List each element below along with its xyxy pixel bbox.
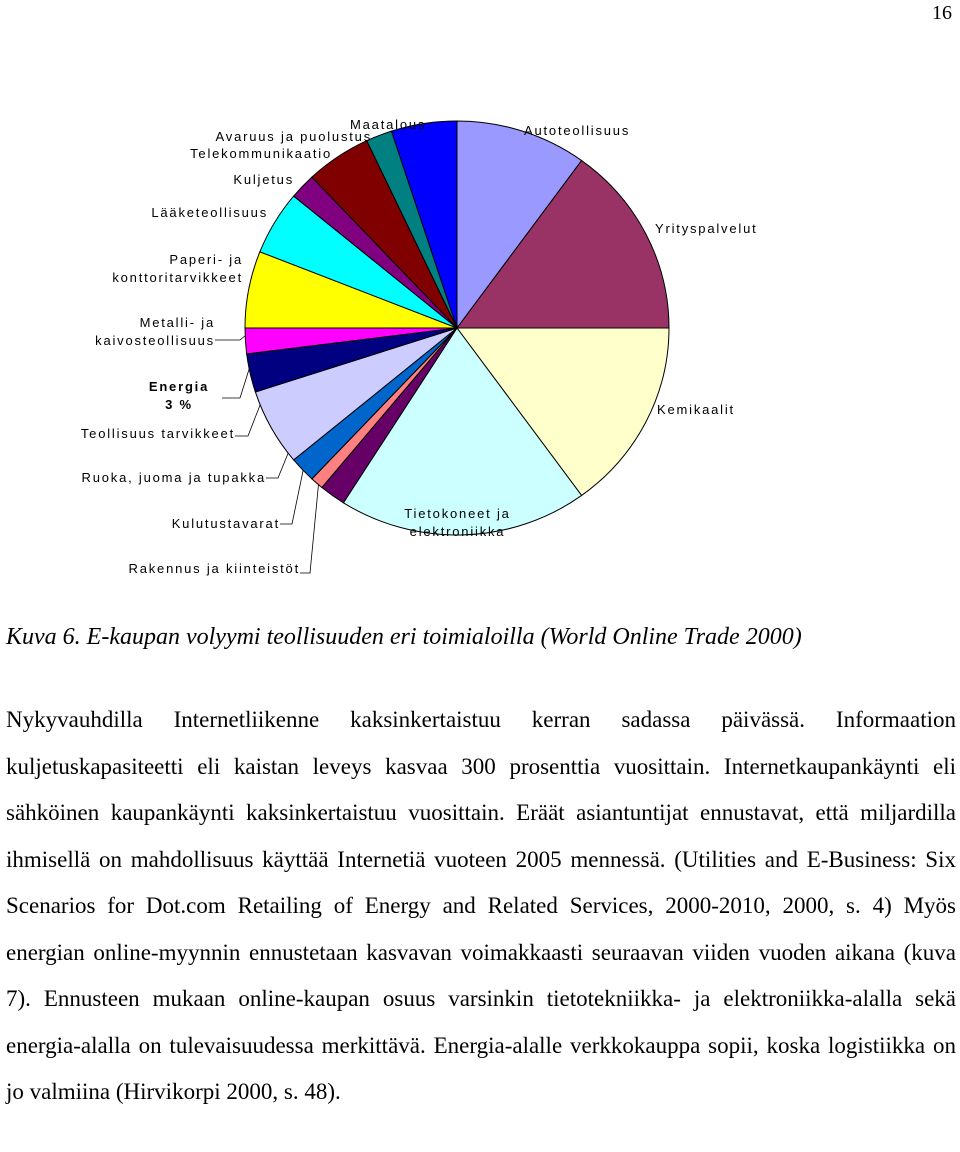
slice-name: Avaruus ja puolustus [215, 129, 372, 144]
slice-name: Kulutustavarat [171, 516, 280, 531]
slice-label: Teollisuus tarvikkeet [40, 425, 235, 443]
slice-name: Paperi- ja konttoritarvikkeet [112, 252, 243, 285]
body-paragraph: Nykyvauhdilla Internetliikenne kaksinker… [6, 707, 956, 1104]
slice-label: Telekommunikaatio [150, 145, 332, 163]
slice-label: Avaruus ja puolustus [170, 128, 372, 146]
pie-chart [215, 120, 670, 574]
figure-caption: Kuva 6. E-kaupan volyymi teollisuuden er… [6, 624, 802, 650]
slice-label: Paperi- ja konttoritarvikkeet [70, 251, 243, 287]
slice-value-label: 3 % [165, 397, 193, 412]
leader-line [222, 359, 253, 399]
slice-label: Yrityspalvelut [655, 220, 785, 238]
slice-label: Kulutustavarat [120, 515, 280, 533]
pie-slice [456, 327, 670, 497]
leader-line [300, 447, 323, 574]
slice-name: Metalli- ja kaivosteollisuus [95, 315, 215, 348]
slice-name: Maatalous [350, 117, 427, 132]
slice-name: Energia [148, 379, 210, 394]
slice-label: Rakennus ja kiinteistöt [100, 560, 300, 578]
slice-name: Rakennus ja kiinteistöt [128, 561, 300, 576]
leader-line [235, 399, 263, 437]
slice-label: Tietokoneet ja elektroniikka [385, 505, 530, 541]
pie-slice [342, 327, 583, 536]
leader-line [215, 334, 247, 341]
pie-slice [456, 120, 583, 330]
slice-label: Autoteollisuus [524, 122, 664, 140]
slice-name: Tietokoneet ja elektroniikka [404, 506, 511, 539]
slice-name: Kuljetus [233, 172, 294, 187]
slice-name: Ruoka, juoma ja tupakka [81, 470, 266, 485]
slice-name: Lääketeollisuus [151, 205, 268, 220]
slice-name: Yrityspalvelut [655, 221, 758, 236]
page-number: 16 [932, 2, 952, 24]
slice-label: Metalli- ja kaivosteollisuus [70, 314, 215, 350]
slice-label: Lääketeollisuus [100, 204, 268, 222]
slice-label: Maatalous [350, 116, 450, 134]
slice-label: Ruoka, juoma ja tupakka [40, 469, 266, 487]
slice-name: Kemikaalit [657, 402, 735, 417]
pie-slice [456, 159, 670, 329]
slice-name: Telekommunikaatio [190, 146, 332, 161]
slice-name: Autoteollisuus [524, 123, 631, 138]
slice-label: Kuljetus [180, 171, 294, 189]
pie-slice [390, 120, 458, 329]
slice-name: Teollisuus tarvikkeet [80, 426, 235, 441]
slice-label: Kemikaalit [657, 401, 757, 419]
slice-label: Energia 3 % [140, 378, 218, 414]
